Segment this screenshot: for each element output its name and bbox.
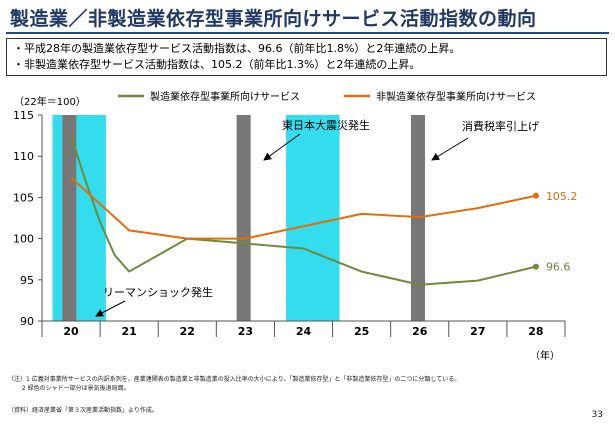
annotation-text-0: リーマンショック発生 (103, 285, 213, 299)
annotation-arrow-1 (263, 133, 301, 161)
footnote-1: （注）1 広義対事業所サービスの内訳系列を、産業連関表の製造業と非製造業の投入比… (8, 376, 461, 383)
series-lines: 96.6 105.2 (70, 135, 578, 286)
x-tick-label-26: 26 (412, 325, 428, 338)
event-bar-1 (236, 115, 251, 321)
x-tick-label-23: 23 (238, 325, 253, 338)
series-end-label-0: 96.6 (546, 261, 571, 274)
annotations: リーマンショック発生 東日本大震災発生 消費税率引上げ (95, 118, 539, 317)
x-tick-label-25: 25 (354, 325, 369, 338)
page-title: 製造業／非製造業依存型事業所向けサービス活動指数の動向 (10, 8, 537, 30)
recession-shade-0 (52, 115, 106, 321)
series-end-label-1: 105.2 (546, 190, 578, 203)
legend-label-1: 非製造業依存型事業所向けサービス (376, 90, 536, 103)
x-tick-label-22: 22 (180, 325, 195, 338)
y-tick-label-110: 110 (13, 150, 34, 163)
page-number: 33 (591, 410, 603, 420)
y-tick-label-105: 105 (13, 191, 34, 204)
summary-box: ・平成28年の製造業依存型サービス活動指数は、96.6（前年比1.8%）と2年連… (6, 38, 607, 76)
x-tick-label-28: 28 (528, 325, 543, 338)
series-line-0 (70, 135, 537, 286)
series-end-point-1 (532, 192, 539, 199)
series-line-1 (70, 176, 537, 240)
footnotes: （注）1 広義対事業所サービスの内訳系列を、産業連関表の製造業と非製造業の投入比… (8, 375, 460, 393)
y-tick-label-90: 90 (20, 315, 34, 328)
summary-line-nonmanufacturing: ・非製造業依存型サービス活動指数は、105.2（前年比1.3%）と2年連続の上昇… (13, 58, 421, 71)
legend: 製造業依存型事業所向けサービス 非製造業依存型事業所向けサービス (118, 90, 536, 103)
series-end-point-0 (532, 263, 539, 270)
event-bar-0 (62, 115, 77, 321)
recession-shading (52, 115, 340, 321)
title-divider (6, 32, 609, 34)
annotation-text-2: 消費税率引上げ (462, 119, 539, 133)
legend-label-0: 製造業依存型事業所向けサービス (150, 90, 300, 103)
axes: 90 95 100 105 110 115 20 21 22 23 24 25 26 27 28 （22年＝1… (13, 95, 566, 362)
y-tick-label-95: 95 (20, 274, 34, 287)
recession-shade-1 (286, 115, 340, 321)
y-tick-label-115: 115 (13, 109, 34, 122)
x-tick-label-20: 20 (63, 325, 79, 338)
x-axis-label: （年） (530, 349, 560, 362)
footnote-2: 2 緑色のシャドー部分は景気後退局面。 (8, 385, 130, 392)
annotation-arrow-0 (95, 300, 126, 317)
summary-line-manufacturing: ・平成28年の製造業依存型サービス活動指数は、96.6（前年比1.8%）と2年連… (13, 42, 461, 55)
y-tick-label-100: 100 (13, 233, 34, 246)
y-axis-label: （22年＝100） (14, 95, 86, 108)
annotation-arrow-2 (431, 137, 469, 161)
x-tick-label-24: 24 (296, 325, 312, 338)
x-tick-label-21: 21 (122, 325, 137, 338)
x-tick-label-27: 27 (470, 325, 485, 338)
source-note: （資料）経済産業省「第３次産業活動指数」より作成。 (8, 407, 158, 414)
annotation-text-1: 東日本大震災発生 (282, 118, 370, 132)
